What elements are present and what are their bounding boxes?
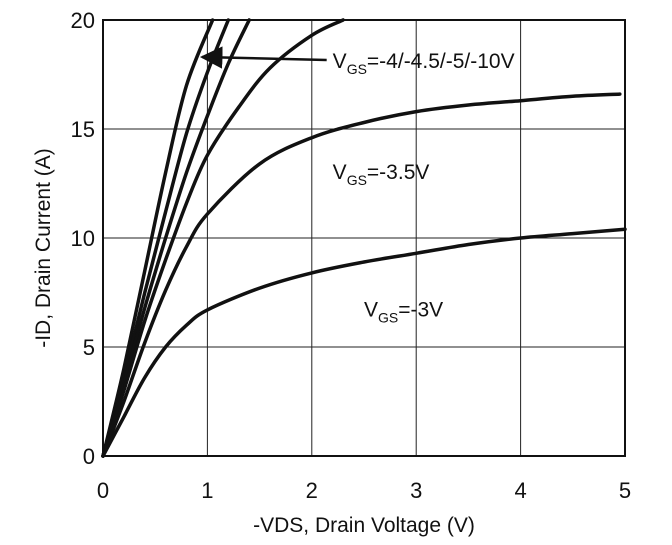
y-tick-label: 0	[83, 444, 95, 469]
x-tick-label: 0	[97, 478, 109, 503]
annotations: VGS=-4/-4.5/-5/-10V VGS=-3.5V VGS=-3V	[199, 46, 515, 325]
y-tick-label: 10	[71, 226, 95, 251]
y-tick-label: 5	[83, 335, 95, 360]
x-tick-label: 1	[201, 478, 213, 503]
x-tick-label: 3	[410, 478, 422, 503]
x-axis-label: -VDS, Drain Voltage (V)	[253, 514, 475, 537]
grid	[103, 20, 625, 456]
annotation-label-2: VGS=-3.5V	[333, 161, 430, 188]
x-tick-labels: 0 1 2 3 4 5	[97, 478, 631, 503]
series-line-1	[101, 18, 215, 458]
annotation-label-3: VGS=-3V	[364, 298, 443, 325]
x-tick-label: 5	[619, 478, 631, 503]
y-tick-labels: 0 5 10 15 20	[71, 8, 95, 469]
series-line-5	[101, 92, 622, 458]
plot-frame	[102, 19, 626, 457]
series-line-3	[101, 18, 251, 458]
annotation-arrow	[199, 46, 327, 69]
annotation-label-1: VGS=-4/-4.5/-5/-10V	[333, 50, 515, 77]
y-axis-label: -ID, Drain Current (A)	[32, 148, 55, 348]
series-line-4	[101, 18, 345, 458]
y-tick-label: 20	[71, 8, 95, 33]
plot-border	[102, 19, 626, 457]
x-tick-label: 4	[514, 478, 526, 503]
curves	[101, 18, 627, 458]
y-tick-label: 15	[71, 117, 95, 142]
x-tick-label: 2	[306, 478, 318, 503]
series-line-2	[101, 18, 231, 458]
series-line-6	[101, 227, 627, 458]
